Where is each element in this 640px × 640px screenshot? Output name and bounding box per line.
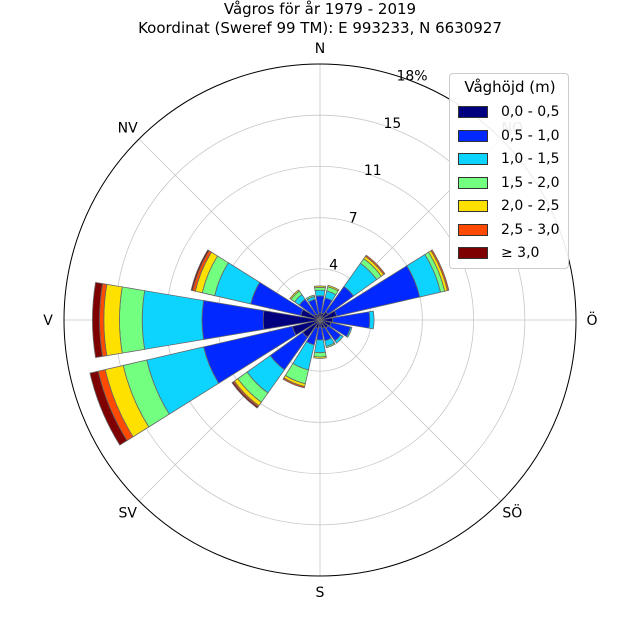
grid-spoke bbox=[138, 138, 321, 321]
polar-frame-circle bbox=[63, 63, 577, 577]
rose-bar-segment bbox=[327, 284, 340, 292]
rose-bar-segment bbox=[313, 285, 327, 289]
radial-tick-label: 4 bbox=[329, 258, 338, 274]
compass-label-s: S bbox=[316, 585, 325, 601]
rose-bar-segment bbox=[368, 310, 375, 330]
legend-swatch bbox=[458, 106, 488, 118]
rose-bar-segment bbox=[313, 351, 327, 358]
rose-bar-segment bbox=[89, 370, 128, 446]
compass-label-sv: SV bbox=[118, 505, 137, 521]
radial-tick-label: 11 bbox=[364, 163, 382, 179]
chart-title: Vågros för år 1979 - 2019 bbox=[223, 0, 417, 18]
rose-bar-segment bbox=[313, 356, 327, 359]
legend-item: 0,5 - 1,0 bbox=[458, 127, 570, 145]
rose-bars bbox=[89, 249, 450, 446]
radial-tick-label: 18% bbox=[396, 69, 427, 85]
rose-bar-segment bbox=[141, 290, 205, 350]
legend-swatch bbox=[458, 153, 488, 165]
legend-label: 1,0 - 1,5 bbox=[501, 151, 560, 167]
legend-item: 1,5 - 2,0 bbox=[458, 174, 570, 192]
chart-subtitle: Koordinat (Sweref 99 TM): E 993233, N 66… bbox=[138, 19, 502, 37]
rose-bar-segment bbox=[103, 283, 123, 357]
legend-swatch bbox=[458, 129, 488, 142]
legend-label: 0,0 - 0,5 bbox=[501, 104, 560, 120]
radial-tick-label: 7 bbox=[349, 210, 358, 226]
grid-spoke bbox=[319, 319, 502, 502]
polar-frame bbox=[63, 63, 577, 577]
rose-bar-segment bbox=[334, 334, 344, 344]
radial-tick-label: 15 bbox=[383, 116, 401, 132]
rose-bar-segment bbox=[201, 300, 265, 340]
legend-swatch bbox=[458, 176, 488, 189]
rose-bar-segment bbox=[325, 342, 336, 349]
legend-item: 2,5 - 3,0 bbox=[458, 221, 570, 239]
legend-item: 0,0 - 0,5 bbox=[458, 103, 570, 121]
compass-label-v: V bbox=[43, 313, 53, 329]
rose-bar-segment bbox=[282, 377, 306, 389]
rose-bar-segment bbox=[364, 254, 386, 276]
rose-bar-segment bbox=[119, 286, 146, 354]
legend-swatch bbox=[458, 247, 488, 259]
legend-swatch bbox=[458, 223, 488, 236]
rose-bar-segment bbox=[231, 381, 259, 409]
legend-item: 2,0 - 2,5 bbox=[458, 197, 570, 215]
legend-label: 0,5 - 1,0 bbox=[501, 127, 560, 144]
legend-item: ≥ 3,0 bbox=[458, 244, 570, 262]
compass-label-n: N bbox=[315, 41, 325, 57]
compass-label-o: Ö bbox=[586, 311, 597, 329]
rose-bar-segment bbox=[345, 326, 353, 338]
legend-swatch bbox=[458, 200, 488, 212]
rose-bar-segment bbox=[92, 281, 104, 359]
rose-bar-segment bbox=[305, 294, 316, 301]
compass-label-nv: NV bbox=[118, 121, 138, 137]
rose-bar-segment bbox=[430, 249, 450, 292]
legend: Våghöjd (m) 0,0 - 0,5 0,5 - 1,0 1,0 - 1,5 1… bbox=[449, 73, 569, 269]
legend-label: 2,0 - 2,5 bbox=[501, 198, 560, 214]
legend-item: 1,0 - 1,5 bbox=[458, 150, 570, 168]
rose-bar-segment bbox=[314, 289, 326, 297]
legend-title: Våghöjd (m) bbox=[464, 78, 556, 96]
legend-label: ≥ 3,0 bbox=[501, 245, 540, 261]
legend-label: 2,5 - 3,0 bbox=[501, 221, 560, 238]
compass-label-so: SÖ bbox=[502, 503, 522, 521]
rose-bar-segment bbox=[289, 289, 300, 300]
rose-bar-segment bbox=[314, 339, 326, 354]
rose-bar-segment bbox=[190, 249, 210, 292]
legend-label: 1,5 - 2,0 bbox=[501, 174, 560, 191]
